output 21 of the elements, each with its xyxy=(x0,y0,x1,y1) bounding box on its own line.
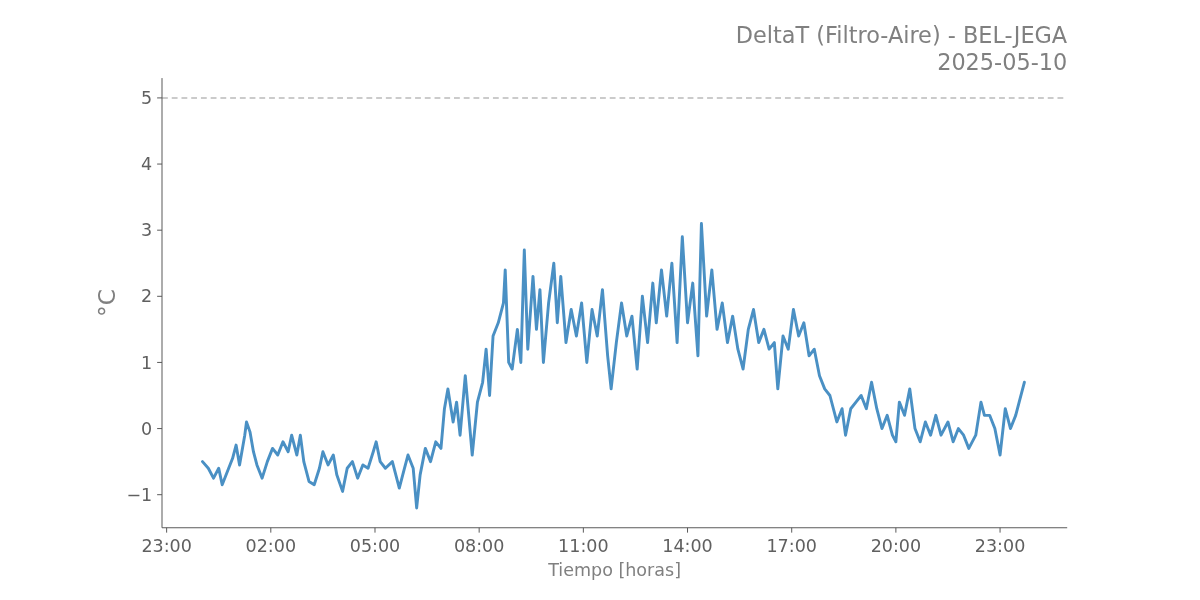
x-tick-label: 20:00 xyxy=(870,536,922,557)
line-series xyxy=(201,222,1026,510)
x-tick-label: 05:00 xyxy=(349,536,401,557)
y-axis-title: °C xyxy=(93,288,122,317)
x-tick-label: 11:00 xyxy=(558,536,609,557)
x-tick-label: 14:00 xyxy=(662,536,713,557)
x-tick-label: 17:00 xyxy=(766,536,817,557)
y-tick-label: 0 xyxy=(141,418,153,439)
x-tick-label: 23:00 xyxy=(974,536,1026,557)
x-tick-label: 02:00 xyxy=(245,536,297,557)
y-tick-label: 2 xyxy=(141,286,153,307)
y-tick-label: 4 xyxy=(141,154,153,175)
x-tick-label: 08:00 xyxy=(453,536,505,557)
y-tick-label: 3 xyxy=(141,220,153,241)
y-tick-label: −1 xyxy=(126,484,153,505)
chart-subtitle: 2025-05-10 xyxy=(937,49,1068,76)
x-tick-label: 23:00 xyxy=(141,536,192,557)
chart-title: DeltaT (Filtro-Aire) - BEL-JEGA xyxy=(735,22,1068,49)
x-axis-title: Tiempo [horas] xyxy=(547,560,682,581)
y-tick-label: 1 xyxy=(141,352,153,373)
y-tick-label: 5 xyxy=(141,88,153,109)
